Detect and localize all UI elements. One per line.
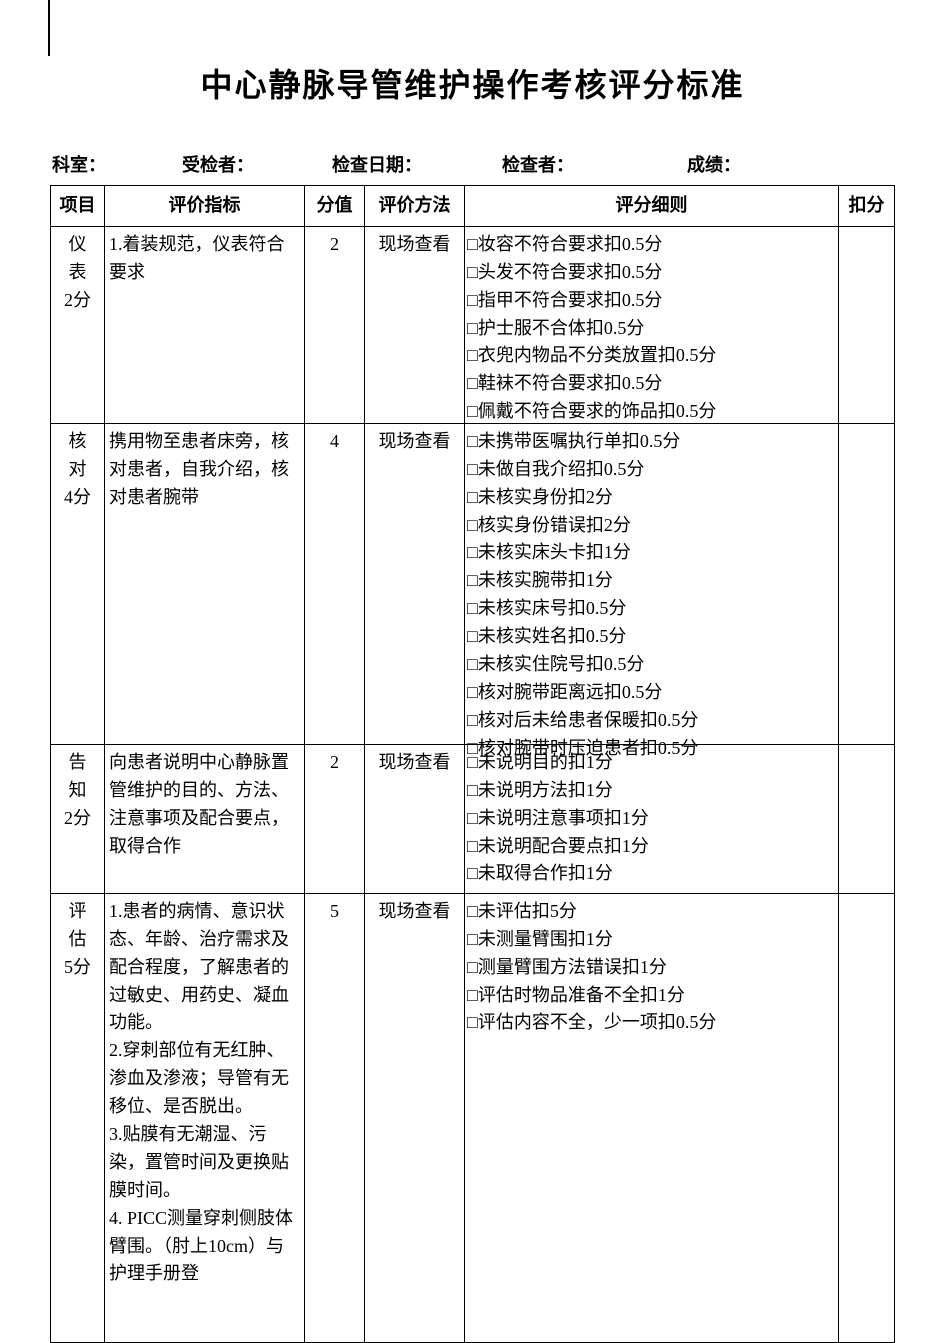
indicator-text: 向患者说明中心静脉置管维护的目的、方法、注意事项及配合要点，取得合作 [109,749,300,861]
item-text-line: 表 [55,259,100,287]
detail-line: □核实身份错误扣2分 [467,512,834,540]
evaluation-table: 项目 评价指标 分值 评价方法 评分细则 扣分 仪表2分1.着装规范，仪表符合要… [50,185,895,1343]
detail-line: □衣兜内物品不分类放置扣0.5分 [467,342,834,370]
item-text-line: 5分 [55,954,100,982]
detail-line: □未说明配合要点扣1分 [467,833,834,861]
header-indicator: 评价指标 [105,186,305,227]
cell-detail: □未携带医嘱执行单扣0.5分□未做自我介绍扣0.5分□未核实身份扣2分□核实身份… [465,423,839,744]
cell-item: 评估5分 [51,893,105,1342]
item-text-line: 2分 [55,287,100,315]
detail-line: □指甲不符合要求扣0.5分 [467,287,834,315]
table-header-row: 项目 评价指标 分值 评价方法 评分细则 扣分 [51,186,895,227]
detail-line: □未说明方法扣1分 [467,777,834,805]
cell-indicator: 携用物至患者床旁，核对患者，自我介绍，核对患者腕带 [105,423,305,744]
detail-line: □核对后未给患者保暖扣0.5分 [467,707,834,735]
detail-list: □未携带医嘱执行单扣0.5分□未做自我介绍扣0.5分□未核实身份扣2分□核实身份… [467,428,834,740]
document-page: 中心静脉导管维护操作考核评分标准 科室： 受检者： 检查日期： 检查者： 成绩：… [0,0,945,1343]
detail-line: □未评估扣5分 [467,898,834,926]
cell-detail: □未说明目的扣1分□未说明方法扣1分□未说明注意事项扣1分□未说明配合要点扣1分… [465,744,839,893]
label-subject: 受检者： [182,151,332,177]
table-row: 仪表2分1.着装规范，仪表符合要求2现场查看□妆容不符合要求扣0.5分□头发不符… [51,226,895,423]
header-method: 评价方法 [365,186,465,227]
detail-line: □评估内容不全，少一项扣0.5分 [467,1009,834,1037]
detail-line: □未做自我介绍扣0.5分 [467,456,834,484]
detail-list: □未评估扣5分□未测量臂围扣1分□测量臂围方法错误扣1分□评估时物品准备不全扣1… [467,898,834,1037]
detail-line: □未核实姓名扣0.5分 [467,623,834,651]
table-body: 仪表2分1.着装规范，仪表符合要求2现场查看□妆容不符合要求扣0.5分□头发不符… [51,226,895,1342]
header-detail: 评分细则 [465,186,839,227]
detail-line: □未取得合作扣1分 [467,860,834,888]
header-score: 分值 [305,186,365,227]
item-text-line: 核 [55,428,100,456]
indicator-text: 携用物至患者床旁，核对患者，自我介绍，核对患者腕带 [109,428,300,512]
detail-line: □未核实腕带扣1分 [467,567,834,595]
item-text-line: 估 [55,926,100,954]
detail-line: □鞋袜不符合要求扣0.5分 [467,370,834,398]
item-text-line: 评 [55,898,100,926]
side-margin-line [48,0,50,56]
detail-line: □未测量臂围扣1分 [467,926,834,954]
header-deduct: 扣分 [839,186,895,227]
detail-list: □未说明目的扣1分□未说明方法扣1分□未说明注意事项扣1分□未说明配合要点扣1分… [467,749,834,889]
detail-line: □评估时物品准备不全扣1分 [467,982,834,1010]
cell-method: 现场查看 [365,423,465,744]
label-department: 科室： [52,151,182,177]
cell-deduct [839,744,895,893]
item-text-line: 4分 [55,484,100,512]
label-check-date: 检查日期： [332,151,502,177]
indicator-text: 1.患者的病情、意识状态、年龄、治疗需求及配合程度，了解患者的过敏史、用药史、凝… [109,898,300,1338]
detail-line: □未核实床号扣0.5分 [467,595,834,623]
detail-line: □未核实住院号扣0.5分 [467,651,834,679]
item-text-line: 告 [55,749,100,777]
cell-method: 现场查看 [365,226,465,423]
detail-line: □未说明注意事项扣1分 [467,805,834,833]
form-info-row: 科室： 受检者： 检查日期： 检查者： 成绩： [50,151,895,177]
item-text-line: 2分 [55,805,100,833]
detail-line: □测量臂围方法错误扣1分 [467,954,834,982]
detail-line: □妆容不符合要求扣0.5分 [467,231,834,259]
cell-method: 现场查看 [365,893,465,1342]
label-score: 成绩： [687,151,893,177]
label-checker: 检查者： [502,151,687,177]
cell-item: 核对4分 [51,423,105,744]
cell-item: 告知2分 [51,744,105,893]
item-text-line: 仪 [55,231,100,259]
cell-deduct [839,893,895,1342]
cell-score: 4 [305,423,365,744]
detail-line: □护士服不合体扣0.5分 [467,315,834,343]
header-item: 项目 [51,186,105,227]
detail-list: □妆容不符合要求扣0.5分□头发不符合要求扣0.5分□指甲不符合要求扣0.5分□… [467,231,834,419]
table-row: 告知2分向患者说明中心静脉置管维护的目的、方法、注意事项及配合要点，取得合作2现… [51,744,895,893]
item-text-line: 对 [55,456,100,484]
cell-detail: □妆容不符合要求扣0.5分□头发不符合要求扣0.5分□指甲不符合要求扣0.5分□… [465,226,839,423]
cell-deduct [839,423,895,744]
cell-indicator: 1.着装规范，仪表符合要求 [105,226,305,423]
cell-indicator: 1.患者的病情、意识状态、年龄、治疗需求及配合程度，了解患者的过敏史、用药史、凝… [105,893,305,1342]
page-title: 中心静脉导管维护操作考核评分标准 [50,60,895,106]
cell-method: 现场查看 [365,744,465,893]
cell-deduct [839,226,895,423]
item-text-line: 知 [55,777,100,805]
table-row: 评估5分1.患者的病情、意识状态、年龄、治疗需求及配合程度，了解患者的过敏史、用… [51,893,895,1342]
detail-line: □头发不符合要求扣0.5分 [467,259,834,287]
cell-item: 仪表2分 [51,226,105,423]
cell-indicator: 向患者说明中心静脉置管维护的目的、方法、注意事项及配合要点，取得合作 [105,744,305,893]
table-row: 核对4分携用物至患者床旁，核对患者，自我介绍，核对患者腕带4现场查看□未携带医嘱… [51,423,895,744]
detail-line: □未携带医嘱执行单扣0.5分 [467,428,834,456]
cell-score: 2 [305,744,365,893]
detail-line: □未核实身份扣2分 [467,484,834,512]
detail-line: □佩戴不符合要求的饰品扣0.5分 [467,398,834,426]
detail-line: □未核实床头卡扣1分 [467,539,834,567]
cell-score: 5 [305,893,365,1342]
detail-line: □核对腕带距离远扣0.5分 [467,679,834,707]
cell-detail: □未评估扣5分□未测量臂围扣1分□测量臂围方法错误扣1分□评估时物品准备不全扣1… [465,893,839,1342]
cell-score: 2 [305,226,365,423]
indicator-text: 1.着装规范，仪表符合要求 [109,231,300,287]
